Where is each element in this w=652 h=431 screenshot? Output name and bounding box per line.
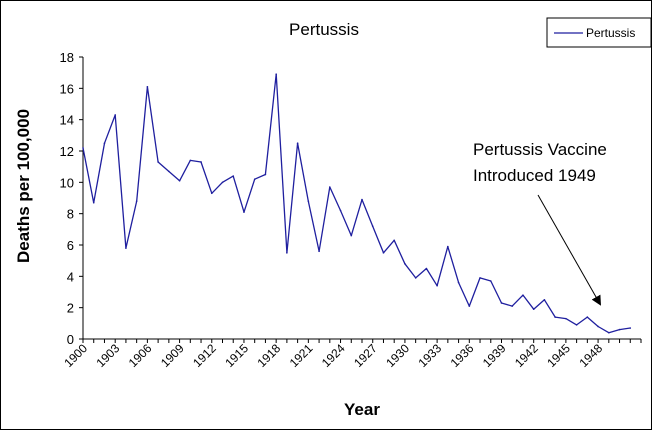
data-point (307, 200, 310, 202)
data-point (125, 247, 127, 249)
data-point (210, 192, 213, 195)
data-point (200, 161, 202, 163)
data-point (575, 324, 578, 326)
x-ticks: 1900 1903 1906 1909 1912 1915 1918 1921 1924 1927… (61, 339, 642, 370)
data-point (168, 170, 170, 173)
x-tick-label: 1906 (126, 341, 155, 370)
x-tick-label: 1939 (480, 341, 509, 370)
data-point (275, 73, 277, 76)
data-point (479, 277, 481, 279)
data-point (103, 142, 106, 144)
x-tick-label: 1936 (448, 341, 477, 370)
y-ticks: 0 2 4 6 8 10 12 14 16 18 (60, 50, 83, 347)
data-point (114, 114, 116, 116)
y-tick-label: 2 (67, 301, 74, 316)
data-point (135, 200, 138, 202)
data-point (296, 142, 299, 144)
data-point (489, 280, 492, 282)
chart-title: Pertussis (289, 20, 359, 39)
annotation-line-1: Pertussis Vaccine (473, 140, 607, 159)
data-point (221, 181, 224, 184)
x-tick-label: 1921 (287, 341, 316, 370)
y-tick-label: 6 (67, 238, 74, 253)
legend: Pertussis (546, 17, 652, 48)
y-tick-label: 10 (60, 175, 74, 190)
data-point (371, 225, 374, 227)
data-point (286, 252, 288, 254)
data-point (393, 239, 395, 242)
data-point (457, 281, 460, 284)
data-point (468, 305, 471, 307)
data-point (264, 173, 267, 176)
x-tick-label: 1900 (61, 341, 90, 370)
data-point (232, 175, 235, 177)
data-point (146, 85, 149, 88)
data-point (436, 284, 438, 287)
series-group (82, 73, 632, 334)
x-tick-label: 1945 (544, 341, 573, 370)
data-point (361, 198, 363, 201)
data-point (92, 201, 95, 204)
y-tick-label: 4 (67, 269, 74, 284)
x-tick-label: 1918 (254, 341, 283, 370)
data-point (350, 234, 353, 237)
annotation-arrow (537, 194, 601, 306)
annotation-line-2: Introduced 1949 (473, 166, 596, 185)
data-point (243, 211, 245, 213)
vaccine-annotation: Pertussis Vaccine Introduced 1949 (473, 140, 607, 306)
data-point (608, 331, 610, 334)
data-point (522, 294, 524, 296)
data-point (629, 327, 632, 329)
axes (82, 57, 641, 340)
x-axis-label: Year (344, 400, 380, 419)
data-point (382, 252, 385, 254)
x-tick-label: 1915 (222, 341, 251, 370)
data-point (586, 316, 589, 318)
data-point (597, 325, 599, 328)
y-tick-label: 12 (60, 144, 74, 159)
data-point (618, 328, 621, 331)
data-point (532, 308, 535, 311)
y-tick-label: 18 (60, 50, 74, 65)
data-point (178, 179, 181, 182)
data-point (447, 245, 449, 248)
data-point (329, 186, 331, 188)
y-tick-label: 8 (67, 207, 74, 222)
data-point (511, 305, 514, 307)
x-tick-label: 1933 (415, 341, 444, 370)
x-tick-label: 1903 (94, 341, 123, 370)
data-point (189, 159, 192, 162)
x-tick-label: 1927 (351, 341, 380, 370)
x-tick-label: 1912 (190, 341, 219, 370)
data-point (339, 209, 342, 212)
data-point (543, 299, 546, 301)
data-point (157, 161, 159, 163)
data-point (318, 250, 320, 253)
data-point (404, 263, 406, 265)
x-tick-label: 1942 (512, 341, 541, 370)
y-axis-label: Deaths per 100,000 (14, 109, 33, 263)
legend-label: Pertussis (586, 26, 635, 40)
data-point (554, 316, 556, 318)
data-point (565, 317, 567, 320)
x-tick-label: 1930 (383, 341, 412, 370)
x-tick-label: 1924 (319, 341, 348, 370)
data-point (425, 267, 428, 270)
x-tick-label: 1909 (158, 341, 187, 370)
data-point (253, 178, 256, 180)
data-point (414, 277, 417, 279)
data-point (500, 302, 503, 304)
y-tick-label: 0 (67, 332, 74, 347)
y-tick-label: 14 (60, 113, 74, 128)
series-line-pertussis (82, 73, 631, 334)
x-tick-label: 1948 (576, 341, 605, 370)
data-point (82, 147, 84, 149)
y-tick-label: 16 (60, 81, 74, 96)
